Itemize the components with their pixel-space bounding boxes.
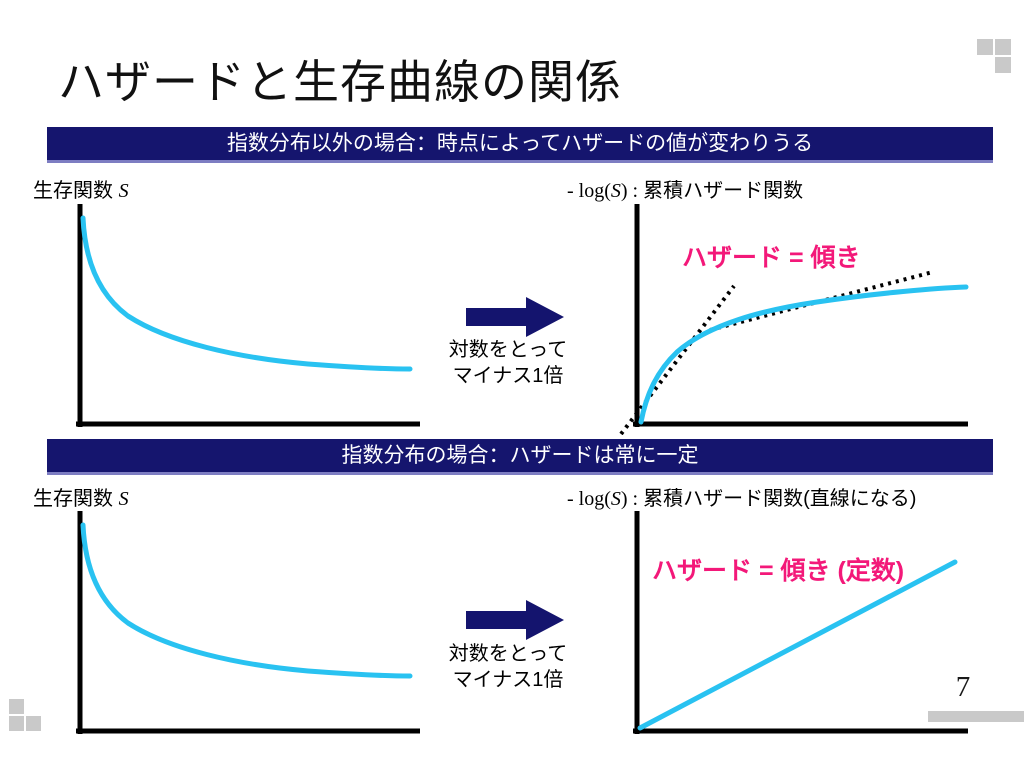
decor-square-top-right-1: [977, 39, 993, 55]
arrow-caption-line2: マイナス1倍: [452, 365, 564, 387]
tangent-line-shallow: [709, 270, 934, 332]
cumhazard-label-var: S: [610, 488, 621, 510]
cumhazard-label-text: 累積ハザード関数(直線になる): [643, 488, 917, 510]
decor-square-top-right-2: [995, 39, 1011, 55]
arrow-shape: [466, 600, 564, 640]
transform-arrow-icon: [466, 297, 564, 337]
page-number: 7: [955, 671, 971, 703]
survival-curve: [80, 522, 413, 679]
decor-square-bottom-left-2: [9, 716, 24, 731]
transform-arrow-icon: [466, 600, 564, 640]
decor-square-top-right-3: [995, 57, 1011, 73]
slide-title: ハザードと生存曲線の関係: [58, 56, 622, 108]
cumhazard-curve: [638, 284, 969, 425]
cumhazard-label-suffix: ) :: [620, 488, 644, 510]
section1-cumhazard-label: - log(S) : 累積ハザード関数: [567, 174, 803, 203]
decor-square-bottom-left-1: [9, 699, 24, 714]
survival-label-var: S: [118, 488, 129, 510]
section2-survival-chart: [76, 511, 420, 734]
section1-survival-chart: [76, 204, 420, 427]
section2-banner: 指数分布の場合：ハザードは常に一定: [47, 439, 993, 475]
survival-label-text: 生存関数: [33, 180, 119, 202]
cumhazard-label-prefix: - log(: [567, 488, 611, 510]
section1-survival-label: 生存関数 S: [33, 174, 129, 203]
arrow-caption-line2: マイナス1倍: [452, 669, 564, 691]
section2-cumhazard-chart: [633, 511, 968, 734]
survival-label-var: S: [118, 180, 129, 202]
section2-survival-label: 生存関数 S: [33, 482, 129, 511]
cumhazard-label-var: S: [610, 180, 621, 202]
cumhazard-label-suffix: ) :: [620, 180, 644, 202]
section2-cumhazard-label: - log(S) : 累積ハザード関数(直線になる): [567, 482, 916, 511]
section1-banner: 指数分布以外の場合：時点によってハザードの値が変わりうる: [47, 127, 993, 163]
arrow-caption-line1: 対数をとって: [448, 643, 568, 665]
survival-label-text: 生存関数: [33, 488, 119, 510]
arrow-caption-line1: 対数をとって: [448, 339, 568, 361]
arrow-shape: [466, 297, 564, 337]
section1-cumhazard-chart: [619, 204, 969, 435]
section1-hazard-slope-annotation: ハザード = 傾き: [682, 244, 861, 272]
section1-arrow-caption: 対数をとって マイナス1倍: [428, 337, 588, 389]
footer-bar: [928, 711, 1024, 722]
cumhazard-line: [637, 559, 958, 731]
cumhazard-label-prefix: - log(: [567, 180, 611, 202]
section2-arrow-caption: 対数をとって マイナス1倍: [428, 641, 588, 693]
decor-square-bottom-left-3: [26, 716, 41, 731]
section2-hazard-slope-annotation: ハザード = 傾き (定数): [652, 557, 905, 585]
survival-curve: [80, 215, 413, 372]
cumhazard-label-text: 累積ハザード関数: [643, 180, 804, 202]
